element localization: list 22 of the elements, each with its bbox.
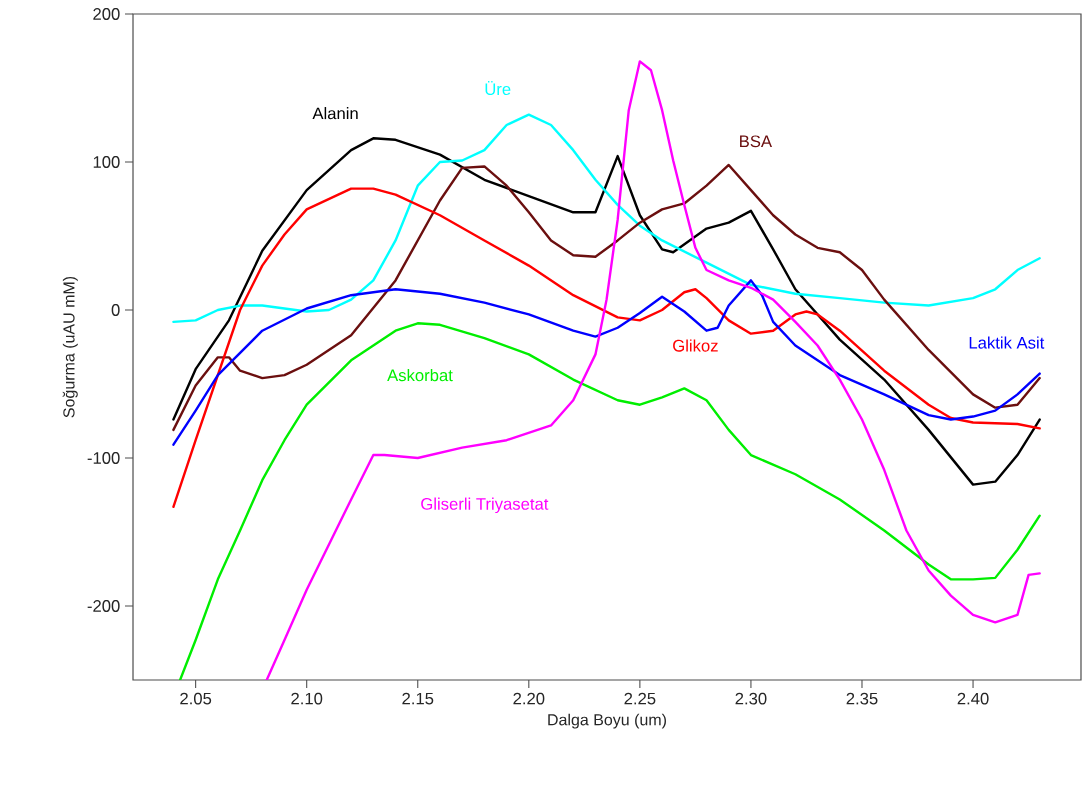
series-label: BSA [740,135,773,148]
x-tick-label: 2.25 [624,692,656,705]
text: Gliserli Triyasetat [421,497,549,514]
x-tick-label: 2.35 [846,692,878,705]
y-tick-label: 100 [93,156,120,168]
y-tick-label: 0 [111,304,120,316]
series-label: Glikoz [673,339,718,352]
x-tick-label: 2.20 [513,692,545,705]
y-tick-label: -100 [87,452,120,464]
x-tick-label: 2.10 [291,692,323,705]
series-label: Askorbat [387,368,453,382]
y-tick-label: -200 [87,600,120,612]
x-tick-label: 2.15 [402,692,434,705]
x-tick-label: 2.40 [957,692,989,705]
x-axis-title: Dalga Boyu (um) [548,713,666,729]
series-label: Laktik Asit [969,336,1045,349]
x-tick-label: 2.30 [735,692,767,705]
x-tick-label: 2.05 [180,692,212,705]
series-label: Alanin [312,107,358,120]
series-label: Üre [485,80,511,96]
y-axis-title: Soğurma (uAU mM) [62,276,78,418]
y-tick-label: 200 [93,8,120,20]
